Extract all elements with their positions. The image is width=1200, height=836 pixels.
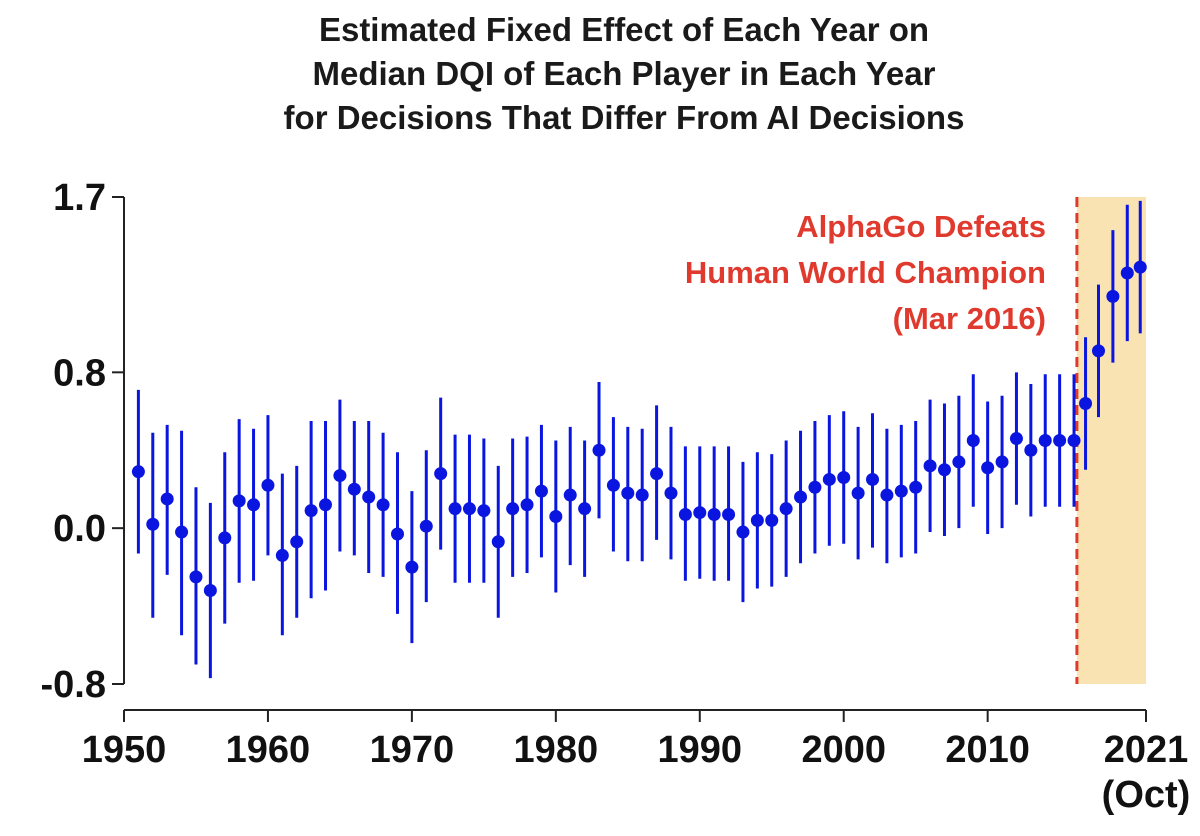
data-point — [678, 508, 692, 522]
data-point — [477, 504, 491, 518]
data-point — [534, 484, 548, 498]
data-point — [347, 482, 361, 496]
data-point — [1038, 434, 1052, 447]
data-point — [1053, 434, 1067, 447]
data-point — [952, 455, 966, 469]
data-point — [563, 488, 577, 502]
data-point — [909, 480, 923, 494]
y-tick-label: -0.8 — [41, 664, 106, 706]
data-point — [434, 467, 448, 481]
x-axis: 1950 1960 1970 1980 1990 2000 2010 2021(Oct) — [82, 709, 1191, 816]
data-point — [635, 488, 649, 502]
data-point — [592, 443, 606, 457]
data-point — [1120, 266, 1134, 280]
chart-title-line-2: Median DQI of Each Player in Each Year — [312, 55, 936, 92]
data-point — [851, 486, 865, 500]
data-point — [203, 583, 217, 597]
data-point — [506, 502, 520, 516]
x-tick-label: 1960 — [226, 729, 311, 771]
chart-title-line-3: for Decisions That Differ From AI Decisi… — [283, 99, 965, 136]
data-point — [247, 498, 261, 512]
data-point — [261, 478, 275, 492]
x-tick-label: 1970 — [370, 729, 455, 771]
data-point — [664, 486, 678, 500]
data-points — [131, 260, 1147, 597]
data-point — [218, 531, 232, 545]
data-point — [333, 469, 347, 483]
data-point — [362, 490, 376, 504]
data-point — [693, 506, 707, 520]
data-point — [275, 548, 289, 562]
data-point — [1091, 344, 1105, 358]
data-point — [549, 509, 563, 523]
x-tick-sublabel: (Oct) — [1102, 774, 1191, 816]
data-point — [390, 527, 404, 541]
data-point — [808, 480, 822, 494]
data-point — [1133, 260, 1147, 274]
data-point — [419, 519, 433, 533]
alphago-annotation: AlphaGo Defeats Human World Champion (Ma… — [685, 209, 1046, 336]
data-point — [794, 490, 808, 504]
data-point — [1024, 443, 1038, 457]
data-point — [290, 535, 304, 549]
data-point — [837, 471, 851, 485]
data-point — [966, 434, 980, 447]
data-point — [1106, 289, 1120, 303]
data-point — [1067, 434, 1081, 447]
data-point — [923, 459, 937, 473]
x-tick-label: 2000 — [801, 729, 886, 771]
data-point — [131, 465, 145, 479]
data-point — [707, 508, 721, 522]
y-tick-label: 1.7 — [53, 177, 106, 219]
y-tick-label: 0.8 — [53, 352, 106, 394]
data-point — [146, 517, 160, 531]
data-point — [894, 484, 908, 498]
data-point — [736, 525, 750, 539]
annotation-line-3: (Mar 2016) — [893, 301, 1046, 336]
data-point — [822, 472, 836, 486]
data-point — [319, 498, 333, 512]
x-tick-label: 1980 — [514, 729, 599, 771]
data-point — [578, 502, 592, 516]
data-point — [995, 455, 1009, 469]
data-point — [650, 467, 664, 481]
data-point — [462, 502, 476, 516]
data-point — [405, 560, 419, 574]
y-axis: 1.7 0.8 0.0 -0.8 — [41, 177, 125, 706]
data-point — [189, 570, 203, 584]
data-point — [866, 472, 880, 486]
data-point — [1009, 432, 1023, 446]
data-point — [621, 486, 635, 500]
data-point — [376, 498, 390, 512]
data-point — [232, 494, 246, 508]
data-point — [175, 525, 189, 539]
data-point — [448, 502, 462, 516]
data-point — [981, 461, 995, 475]
chart-title-line-1: Estimated Fixed Effect of Each Year on — [318, 11, 930, 48]
annotation-line-1: AlphaGo Defeats — [796, 209, 1046, 244]
data-point — [520, 498, 534, 512]
data-point — [160, 492, 174, 506]
chart-title: Estimated Fixed Effect of Each Year on M… — [0, 8, 1200, 140]
x-tick-label: 1990 — [658, 729, 743, 771]
data-point — [880, 488, 894, 502]
annotation-line-2: Human World Champion — [685, 255, 1046, 290]
x-tick-label: 2010 — [945, 729, 1030, 771]
data-point — [765, 513, 779, 527]
data-point — [937, 463, 951, 477]
x-tick-label: 2021 — [1104, 729, 1189, 771]
x-tick-label: 1950 — [82, 729, 167, 771]
y-tick-label: 0.0 — [53, 508, 106, 550]
data-point — [491, 535, 505, 549]
data-point — [304, 504, 318, 518]
data-point — [606, 478, 620, 492]
data-point — [779, 502, 793, 516]
data-point — [750, 513, 764, 527]
data-point — [722, 508, 736, 522]
data-point — [1079, 396, 1093, 410]
